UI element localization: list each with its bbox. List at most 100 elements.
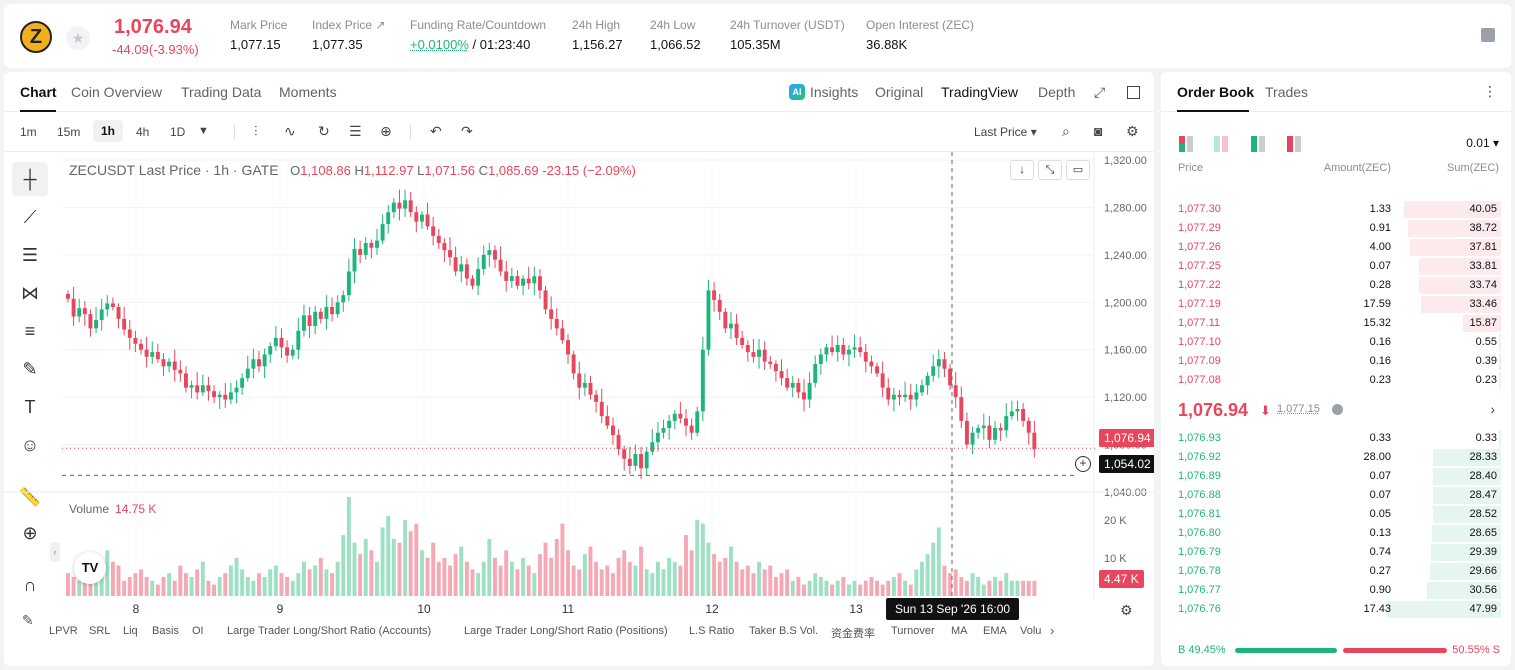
view-bids-icon[interactable] (1251, 136, 1267, 152)
horizontal-lines-tool-icon[interactable]: ☰ (21, 244, 39, 265)
candle-body (144, 349, 149, 357)
tab-trading-data[interactable]: Trading Data (181, 84, 262, 100)
timeframe-1h[interactable]: 1h (93, 120, 124, 142)
sum-cell: 0.39 (1475, 355, 1497, 367)
bid-row[interactable]: 1,076.80 0.13 28.65 (1161, 524, 1511, 543)
ask-row[interactable]: 1,077.30 1.33 40.05 (1161, 200, 1511, 219)
scroll-right-icon[interactable]: › (1050, 623, 1055, 638)
bid-row[interactable]: 1,076.77 0.90 30.56 (1161, 581, 1511, 600)
ask-row[interactable]: 1,077.19 17.59 33.46 (1161, 295, 1511, 314)
notes-icon[interactable] (1481, 28, 1495, 42)
edit-indicators-icon[interactable]: ✎ (22, 612, 34, 628)
tab-moments[interactable]: Moments (279, 84, 337, 100)
index-price-stat[interactable]: Index Price ↗ 1,077.35 (312, 18, 385, 52)
indicator-2[interactable]: Liq (123, 625, 138, 637)
indicator-1[interactable]: SRL (89, 625, 111, 637)
indicator-7[interactable]: L.S Ratio (689, 625, 735, 637)
settings-gear-icon[interactable]: ⚙ (1126, 123, 1139, 139)
brush-tool-icon[interactable]: ✎ (22, 358, 38, 379)
indicator-0[interactable]: LPVR (49, 625, 78, 637)
zoom-in-tool-icon[interactable]: ⊕ (22, 522, 38, 543)
scale-settings-icon[interactable]: ⚙ (1120, 602, 1133, 618)
view-asks-icon[interactable] (1287, 136, 1303, 152)
search-icon[interactable]: ⌕ (1062, 123, 1070, 139)
fib-tool-icon[interactable]: ≡ (24, 320, 36, 341)
tradingview-logo[interactable]: TV (74, 552, 106, 584)
ask-row[interactable]: 1,077.08 0.23 0.23 (1161, 371, 1511, 390)
candle-type-icon[interactable]: ⫶ (254, 123, 258, 139)
indicator-3[interactable]: Basis (152, 625, 179, 637)
templates-icon[interactable]: ☰ (349, 123, 362, 139)
view-insights[interactable]: Insights (810, 84, 859, 100)
add-alert-icon[interactable]: ⊕ (380, 123, 392, 139)
ask-row[interactable]: 1,077.22 0.28 33.74 (1161, 276, 1511, 295)
bid-row[interactable]: 1,076.78 0.27 29.66 (1161, 562, 1511, 581)
text-tool-icon[interactable]: T (24, 396, 36, 417)
ask-row[interactable]: 1,077.26 4.00 37.81 (1161, 238, 1511, 257)
magnet-tool-icon[interactable]: ∩ (23, 574, 37, 595)
crosshair-tool-icon[interactable]: ┼ (12, 162, 48, 196)
tab-order-book[interactable]: Order Book (1177, 84, 1255, 100)
pattern-tool-icon[interactable]: ⋈ (21, 282, 39, 303)
bid-row[interactable]: 1,076.76 17.43 47.99 (1161, 600, 1511, 619)
index-price-label[interactable]: Index Price ↗ (312, 18, 386, 32)
indicator-12[interactable]: EMA (983, 625, 1007, 637)
replay-icon[interactable]: ↻ (318, 123, 330, 139)
collapse-toolbar-icon[interactable]: ‹ (50, 542, 60, 562)
favorite-star-icon[interactable]: ★ (66, 26, 90, 50)
indicator-13[interactable]: Volu (1020, 625, 1042, 637)
view-depth[interactable]: Depth (1038, 84, 1076, 100)
scroll-down-icon[interactable]: ↓ (1010, 160, 1034, 180)
ai-insights-icon[interactable]: AI (789, 84, 805, 100)
funding-rate[interactable]: +0.0100% (410, 37, 469, 52)
view-both-icon[interactable] (1179, 136, 1195, 152)
maximize-icon[interactable]: ▭ (1066, 160, 1090, 180)
timeframe-4h[interactable]: 4h (136, 125, 150, 139)
bid-row[interactable]: 1,076.79 0.74 29.39 (1161, 543, 1511, 562)
bid-row[interactable]: 1,076.81 0.05 28.52 (1161, 505, 1511, 524)
bid-row[interactable]: 1,076.93 0.33 0.33 (1161, 429, 1511, 448)
redo-icon[interactable]: ↷ (461, 123, 473, 139)
timeframe-dropdown-icon[interactable]: ▼ (198, 125, 209, 137)
ask-row[interactable]: 1,077.10 0.16 0.55 (1161, 333, 1511, 352)
chevron-right-icon[interactable]: › (1490, 401, 1495, 417)
ask-row[interactable]: 1,077.11 15.32 15.87 (1161, 314, 1511, 333)
more-menu-icon[interactable]: ⋮ (1483, 83, 1497, 99)
timeframe-15m[interactable]: 15m (57, 125, 81, 139)
bid-row[interactable]: 1,076.92 28.00 28.33 (1161, 448, 1511, 467)
precision-select[interactable]: 0.01 ▾ (1466, 136, 1499, 150)
bid-row[interactable]: 1,076.89 0.07 28.40 (1161, 467, 1511, 486)
screenshot-camera-icon[interactable]: ◙ (1094, 123, 1103, 139)
window-layout-icon[interactable] (1127, 86, 1140, 99)
price-cell: 1,077.22 (1178, 279, 1221, 291)
view-tradingview[interactable]: TradingView (941, 84, 1019, 100)
timeframe-1m[interactable]: 1m (20, 125, 37, 139)
sum-cell: 33.81 (1469, 260, 1497, 272)
undo-icon[interactable]: ↶ (430, 123, 442, 139)
tab-trades[interactable]: Trades (1265, 84, 1309, 100)
trendline-tool-icon[interactable]: ⟋ (23, 206, 37, 227)
add-order-plus-icon[interactable]: + (1075, 456, 1091, 472)
ask-row[interactable]: 1,077.25 0.07 33.81 (1161, 257, 1511, 276)
tab-chart[interactable]: Chart (20, 84, 57, 100)
tab-coin-overview[interactable]: Coin Overview (71, 84, 163, 100)
indicator-10[interactable]: Turnover (891, 625, 935, 637)
indicator-6[interactable]: Large Trader Long/Short Ratio (Positions… (464, 625, 668, 637)
indicator-11[interactable]: MA (951, 625, 968, 637)
view-alt-icon[interactable] (1214, 136, 1230, 152)
emoji-tool-icon[interactable]: ☺ (20, 434, 40, 455)
collapse-arrows-icon[interactable]: ⤡ (1038, 160, 1062, 180)
fullscreen-icon[interactable]: ⤢ (1094, 84, 1106, 100)
indicator-9[interactable]: 资金费率 (831, 628, 875, 640)
bid-row[interactable]: 1,076.88 0.07 28.47 (1161, 486, 1511, 505)
indicator-8[interactable]: Taker B.S Vol. (749, 625, 819, 637)
ask-row[interactable]: 1,077.29 0.91 38.72 (1161, 219, 1511, 238)
price-type-select[interactable]: Last Price ▾ (974, 125, 1037, 139)
view-original[interactable]: Original (875, 84, 924, 100)
ask-row[interactable]: 1,077.09 0.16 0.39 (1161, 352, 1511, 371)
timeframe-1d[interactable]: 1D (170, 125, 186, 139)
price-chart[interactable]: 1,320.00 1,280.00 1,240.00 1,200.00 1,160.00… (4, 72, 1154, 666)
indicators-icon[interactable]: ∿ (284, 123, 296, 139)
indicator-4[interactable]: OI (192, 625, 204, 637)
indicator-5[interactable]: Large Trader Long/Short Ratio (Accounts) (227, 625, 432, 637)
